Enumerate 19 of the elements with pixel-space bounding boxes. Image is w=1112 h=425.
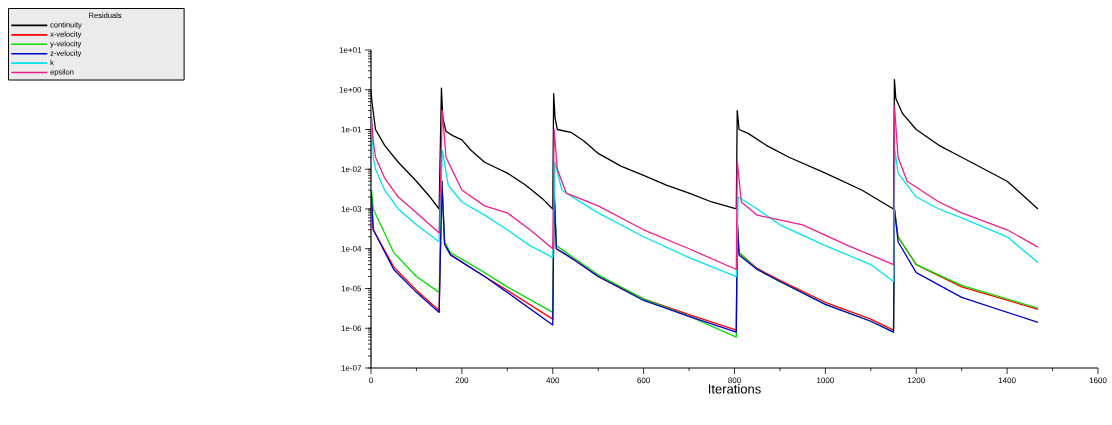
y-tick-label: 1e-06: [341, 325, 362, 332]
y-tick-label: 1e-02: [341, 166, 362, 173]
x-tick-label: 800: [728, 377, 741, 384]
y-tick-label: 1e+00: [339, 86, 362, 93]
x-tick-label: 1600: [1089, 377, 1107, 384]
y-tick-label: 1e-07: [341, 365, 362, 371]
y-tick-label: 1e-01: [341, 126, 362, 133]
y-tick-label: 1e-03: [341, 206, 362, 212]
y-tick-label: 1e+01: [339, 47, 362, 53]
x-tick-label: 1000: [817, 377, 834, 384]
y-tick-label: 1e-04: [341, 245, 362, 252]
x-tick-label: 1200: [907, 377, 925, 384]
x-tick-label: 600: [637, 377, 650, 384]
y-tick-label: 1e-05: [341, 285, 362, 292]
x-tick-label: 1400: [998, 377, 1016, 384]
x-tick-label: 0: [369, 377, 373, 384]
x-tick-label: 200: [455, 377, 469, 384]
x-axis-title: Iterations: [708, 384, 761, 394]
x-tick-label: 400: [546, 377, 560, 384]
